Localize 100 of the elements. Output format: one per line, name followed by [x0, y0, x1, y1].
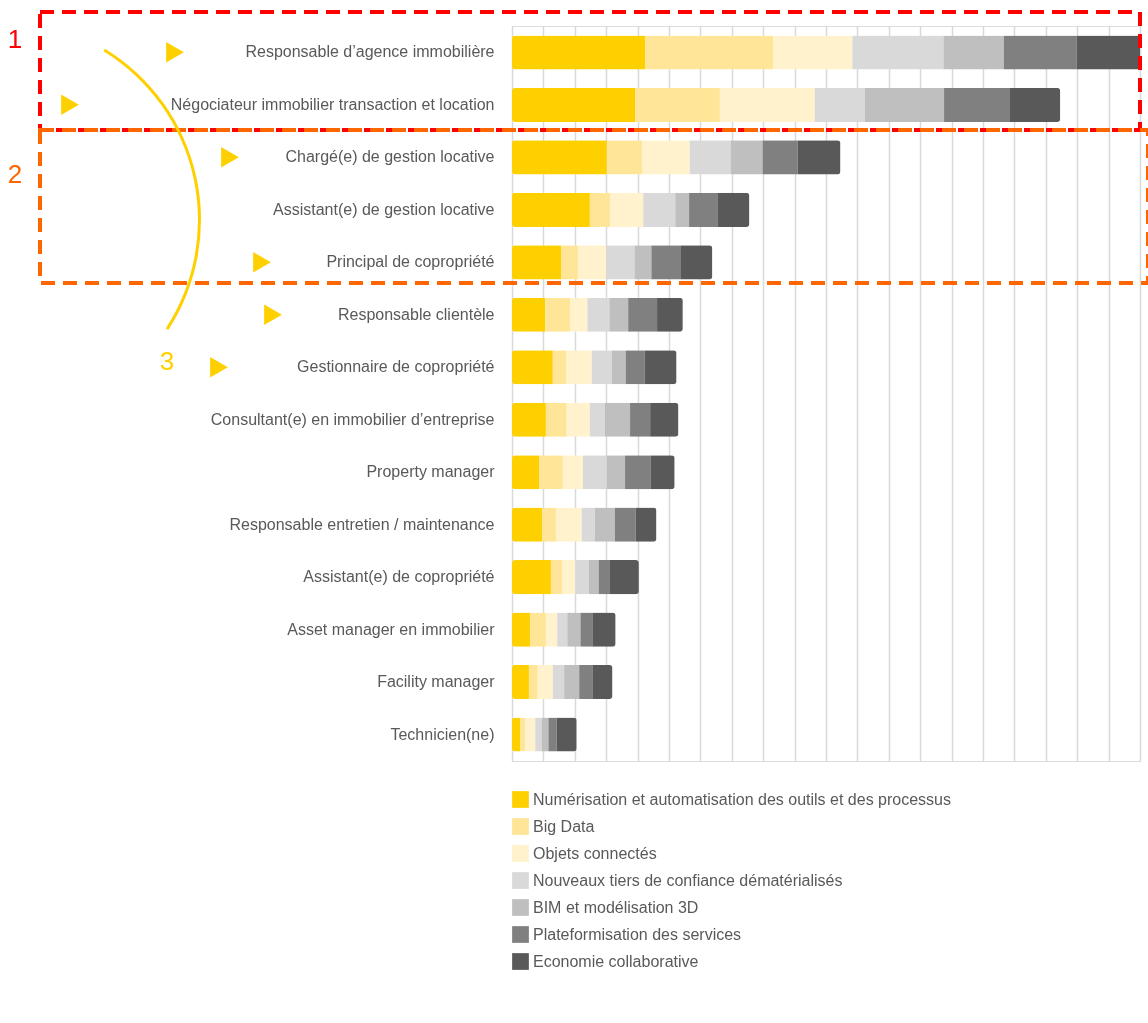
bar [598, 560, 610, 595]
bar [1003, 35, 1077, 70]
bar [552, 350, 567, 385]
text: 2 [7, 159, 23, 189]
bar [717, 192, 750, 227]
bar [609, 560, 639, 595]
bar [594, 507, 615, 542]
bar [773, 35, 853, 70]
bar [542, 507, 556, 542]
bar [650, 455, 675, 490]
bar [730, 140, 763, 175]
bar [548, 717, 557, 752]
bar [557, 612, 568, 647]
bar [539, 455, 563, 490]
legend-label: Big Data [533, 817, 595, 835]
bar [625, 455, 651, 490]
bar [635, 507, 657, 542]
bar [512, 192, 590, 227]
bar [530, 612, 546, 647]
text: 1 [7, 24, 23, 54]
bar [719, 87, 815, 123]
bar [644, 350, 677, 385]
bar [864, 87, 945, 123]
bar [564, 664, 580, 700]
bar [1076, 35, 1140, 70]
y-tick-label: Consultant(e) en immobilier d’entreprise [210, 410, 495, 428]
bar [680, 245, 713, 280]
bar [606, 140, 642, 175]
y-tick-label: Asset manager en immobilier [287, 620, 496, 638]
y-tick-label: Principal de copropriété [326, 253, 495, 271]
bar [609, 192, 644, 227]
bar [630, 402, 651, 437]
bar [577, 245, 607, 280]
bar [566, 350, 592, 385]
bar [537, 664, 553, 700]
bar [520, 717, 526, 752]
bar [579, 664, 593, 700]
y-tick-label: Responsable entretien / maintenance [229, 515, 495, 533]
bar [628, 297, 658, 332]
bar [512, 717, 521, 752]
bar [567, 612, 581, 647]
y-tick-label: Négociateur immobilier transaction et location [170, 95, 495, 113]
bar [642, 140, 690, 175]
bar [562, 455, 583, 490]
y-tick-label: Property manager [366, 463, 496, 481]
bar [651, 245, 681, 280]
bar [943, 35, 1004, 70]
bar [645, 35, 774, 70]
bar [570, 297, 588, 332]
bar [512, 402, 546, 437]
y-tick-label: Assistant(e) de gestion locative [273, 200, 495, 218]
bar [944, 87, 1010, 123]
bar [528, 664, 538, 700]
bar [525, 717, 536, 752]
bar [512, 350, 553, 385]
bar [512, 140, 607, 175]
y-tick-label: Responsable d’agence immobilière [245, 43, 495, 61]
bar [512, 297, 546, 332]
y-tick-label: Chargé(e) de gestion locative [285, 148, 495, 166]
bar [512, 245, 561, 280]
bar [512, 664, 529, 700]
bar [606, 455, 626, 490]
y-tick-label: Gestionnaire de copropriété [297, 358, 495, 376]
bar [512, 455, 539, 490]
y-tick-label: Facility manager [377, 673, 496, 691]
bar [555, 507, 582, 542]
bar [592, 664, 613, 700]
legend-label: Economie collaborative [533, 952, 699, 970]
text: 3 [159, 346, 175, 376]
bar [592, 612, 616, 647]
bar [675, 192, 690, 227]
bar [689, 192, 718, 227]
bar [589, 402, 605, 437]
bar [545, 297, 571, 332]
bar [657, 297, 683, 332]
legend-label: Plateformisation des services [533, 925, 742, 943]
bar [566, 402, 590, 437]
bar [545, 402, 567, 437]
y-tick-label: Technicien(ne) [390, 725, 495, 743]
bar [512, 507, 543, 542]
bar [556, 717, 577, 752]
bar [512, 35, 646, 70]
bar [560, 245, 578, 280]
bar [550, 560, 563, 595]
bar [762, 140, 798, 175]
bar [552, 664, 565, 700]
y-tick-label: Responsable clientèle [337, 305, 495, 323]
legend-label: Numérisation et automatisation des outils et des processus [533, 790, 951, 808]
bar [797, 140, 841, 175]
bar [512, 560, 551, 595]
legend-label: Objets connectés [533, 844, 657, 862]
bar [562, 560, 576, 595]
bar [611, 350, 626, 385]
bar [589, 192, 610, 227]
y-tick-label: Assistant(e) de copropriété [303, 568, 495, 586]
bar [635, 87, 720, 123]
bar [625, 350, 645, 385]
bar [535, 717, 542, 752]
bar [614, 507, 636, 542]
bar [604, 402, 631, 437]
